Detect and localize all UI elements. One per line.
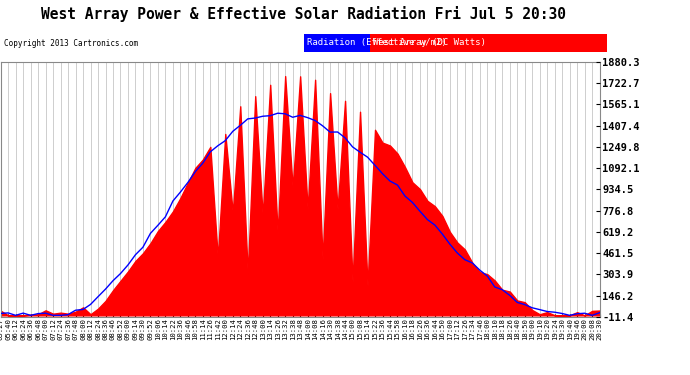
Text: West Array Power & Effective Solar Radiation Fri Jul 5 20:30: West Array Power & Effective Solar Radia… [41,6,566,22]
FancyBboxPatch shape [304,34,371,52]
FancyBboxPatch shape [371,34,607,52]
Text: West Array (DC Watts): West Array (DC Watts) [373,38,486,47]
Text: Radiation (Effective w/m2): Radiation (Effective w/m2) [306,38,446,47]
Text: Copyright 2013 Cartronics.com: Copyright 2013 Cartronics.com [4,39,138,48]
